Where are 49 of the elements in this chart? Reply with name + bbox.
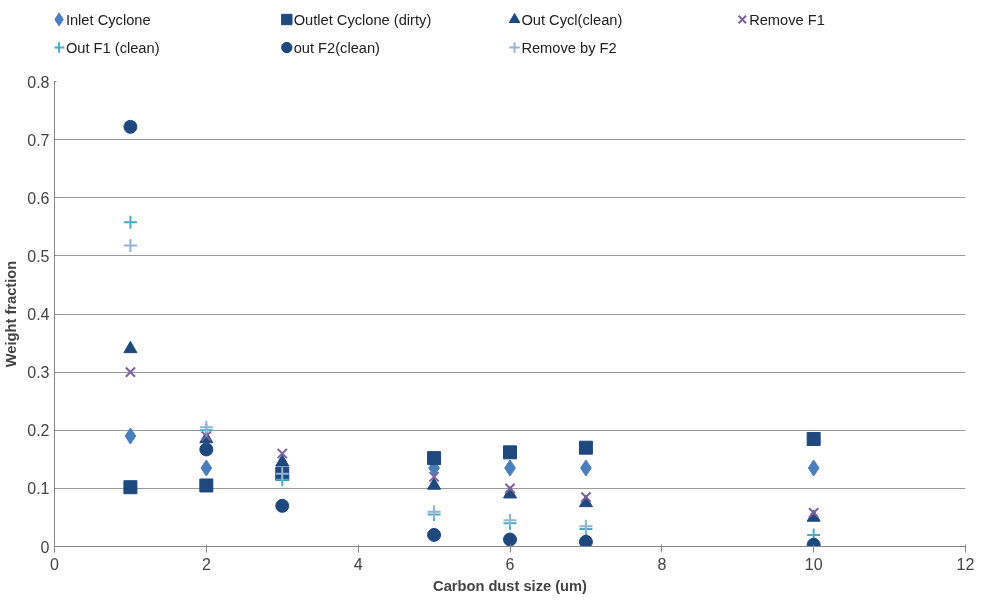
y-tick-label: 0.1 [27,480,50,498]
point [123,340,138,354]
point [122,214,138,230]
point [504,482,516,494]
legend-label: out F2(clean) [293,39,380,56]
y-tick-label: 0.5 [27,247,50,265]
point [807,459,820,477]
x-tick-label: 2 [201,555,211,573]
x-tick-label: 8 [657,555,667,573]
y-tick-label: 0.8 [27,73,50,91]
point [503,445,517,460]
y-tick-label: 0.3 [27,364,50,382]
point [503,532,517,547]
point [428,471,440,483]
point [427,477,442,490]
legend-label: Inlet Cyclone [65,11,151,28]
point [199,478,214,493]
legend-label: Out F1 (clean) [65,39,160,56]
y-tick-label: 0 [40,538,50,556]
legend-label: Remove F1 [749,11,825,28]
point [123,119,138,134]
point [275,498,290,513]
point [200,459,213,477]
point [124,366,137,378]
x-tick-label: 10 [804,555,823,573]
x-tick-label: 12 [956,555,975,573]
point [276,447,288,460]
point [275,454,290,467]
point [578,534,593,547]
y-tick-label: 0.6 [27,189,50,207]
point [578,440,593,455]
x-tick-label: 4 [353,555,363,573]
legend-label: Outlet Cyclone (dirty) [293,11,432,28]
y-tick-label: 0.7 [27,131,50,149]
x-tick-label: 6 [505,555,515,573]
point [427,451,442,466]
legend-label: Out Cycl(clean) [521,11,623,28]
point [806,431,821,446]
y-axis-title: Weight fraction [3,260,20,368]
y-tick-label: 0.2 [27,422,50,440]
y-tick-label: 0.4 [27,306,50,323]
legend-label: Remove by F2 [521,39,617,56]
point [122,237,138,253]
point [427,527,442,542]
point [199,442,214,457]
point [124,427,137,445]
point [123,480,138,495]
x-axis-title: Carbon dust size (um) [433,577,588,594]
point [580,491,592,503]
